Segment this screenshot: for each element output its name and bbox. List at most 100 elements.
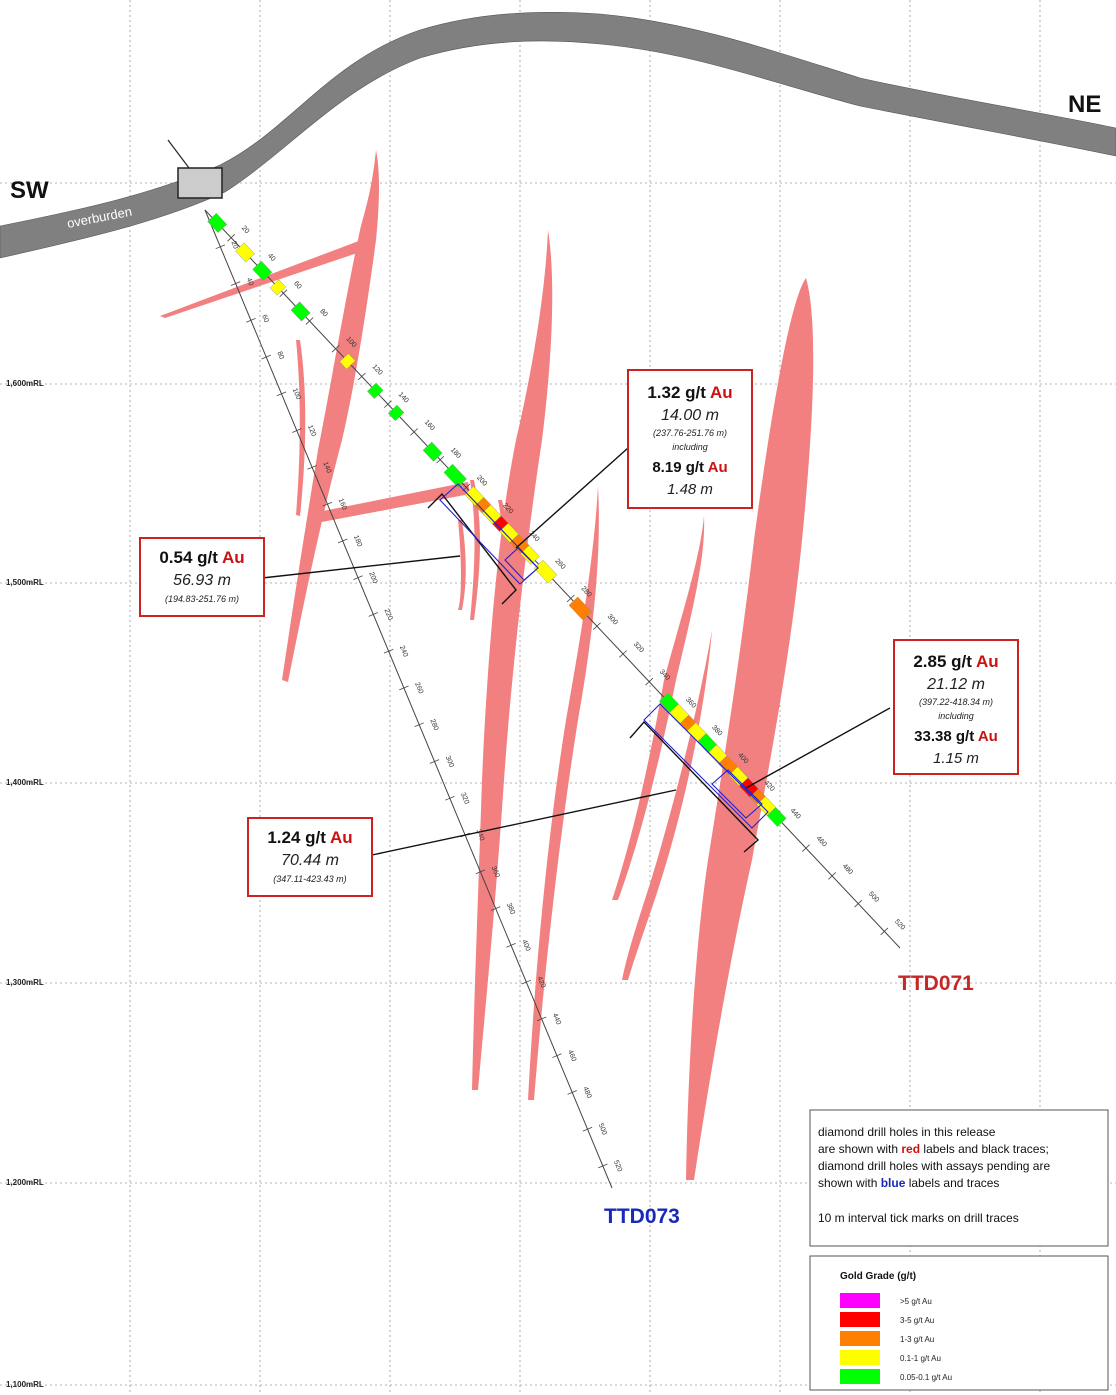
assay-interval	[387, 404, 405, 422]
svg-text:70.44 m: 70.44 m	[281, 852, 339, 869]
assay-interval	[367, 382, 384, 399]
trace-depth-label: 140	[397, 391, 410, 404]
trace-tick	[305, 317, 314, 325]
legend-swatch	[840, 1350, 880, 1365]
trace-tick	[880, 927, 889, 936]
trace-depth-label: 460	[815, 835, 828, 848]
trace-depth-label: 200	[475, 474, 488, 487]
trace-depth-label: 280	[428, 718, 439, 732]
svg-text:including: including	[938, 711, 974, 721]
trace-tick	[322, 501, 333, 507]
trace-depth-label: 180	[352, 534, 363, 548]
trace-tick	[490, 906, 501, 911]
svg-text:(194.83-251.76 m): (194.83-251.76 m)	[165, 594, 239, 604]
vein-center-thin-2	[498, 500, 510, 660]
trace-tick	[536, 1016, 547, 1022]
trace-depth-label: 260	[413, 681, 424, 695]
trace-tick	[854, 899, 863, 908]
trace-depth-label: 160	[337, 498, 348, 512]
vein-set	[160, 150, 814, 1180]
trace-depth-label: 20	[230, 240, 239, 250]
elevation-label-1300: 1,300mRL	[6, 978, 44, 987]
legend-swatch	[840, 1312, 880, 1327]
trace-depth-label: 140	[321, 461, 332, 475]
trace-depth-label: 160	[423, 419, 436, 432]
trace-depth-label: 440	[551, 1012, 562, 1026]
assay-interval	[235, 242, 255, 263]
assay-interval	[252, 260, 273, 281]
trace-tick	[828, 872, 836, 880]
callout-2-85-gt: 2.85 g/t Au 21.12 m (397.22-418.34 m) in…	[893, 639, 1019, 775]
elevation-label-1500: 1,500mRL	[6, 578, 44, 587]
callout-0-54-gt: 0.54 g/t Au 56.93 m (194.83-251.76 m)	[139, 537, 265, 617]
trace-depth-label: 380	[710, 724, 723, 737]
trace-depth-label: 100	[291, 387, 302, 401]
trace-depth-label: 180	[449, 447, 462, 460]
trace-depth-label: 380	[505, 902, 516, 916]
intercept-boxes	[439, 483, 769, 829]
drill-collar	[177, 167, 223, 199]
trace-tick	[261, 354, 271, 360]
trace-tick	[399, 685, 409, 691]
trace-tick	[215, 244, 226, 250]
trace-depth-label: 60	[292, 280, 303, 291]
elevation-label-1600: 1,600mRL	[6, 379, 44, 388]
legend-label: 3-5 g/t Au	[900, 1316, 934, 1325]
trace-depth-label: 40	[245, 277, 254, 287]
direction-sw-label: SW	[10, 177, 49, 204]
elevation-label-1200: 1,200mRL	[6, 1178, 44, 1187]
trace-depth-label: 260	[553, 558, 566, 571]
assay-interval	[290, 301, 311, 322]
vein-upper-left-2	[296, 340, 306, 516]
vein-flat-mid	[318, 482, 470, 522]
trace-tick	[567, 1090, 577, 1095]
legend-swatch	[840, 1369, 880, 1384]
trace-tick	[353, 575, 363, 580]
trace-depth-label: 80	[318, 308, 329, 319]
assay-interval	[520, 545, 540, 565]
trace-tick	[292, 428, 302, 433]
trace-depth-label: 240	[398, 645, 409, 659]
trace-depth-label: 440	[789, 807, 802, 820]
assay-interval	[207, 212, 228, 233]
drill-trace-ttd071: 20 40 60 80 100 120 140 160 180 200 220 240 260 280 30…	[204, 209, 906, 949]
trace-tick	[230, 281, 241, 286]
svg-text:0.54 g/t Au: 0.54 g/t Au	[159, 548, 244, 567]
trace-tick	[368, 612, 379, 617]
trace-tick	[331, 345, 340, 353]
trace-tick	[436, 455, 445, 464]
note-box: diamond drill holes in this release are …	[809, 1109, 1109, 1247]
drill-trace-ttd073: 20 40 60 80 100 120 140 160 180 200 220 240 260 280 30…	[204, 209, 623, 1189]
trace-tick	[506, 943, 516, 948]
trace-depth-label: 340	[474, 829, 485, 843]
trace-depth-label: 20	[240, 225, 251, 236]
vein-mid-right	[528, 486, 599, 1100]
trace-depth-label: 460	[566, 1049, 577, 1063]
vein-large-right	[686, 278, 814, 1180]
trace-tick	[383, 648, 394, 654]
callout-1-32-gt: 1.32 g/t Au 14.00 m (237.76-251.76 m) in…	[627, 369, 753, 509]
svg-text:diamond drill holes with assay: diamond drill holes with assays pending …	[818, 1159, 1050, 1173]
trace-tick	[246, 318, 256, 323]
legend-label: 0.05-0.1 g/t Au	[900, 1373, 952, 1382]
trace-tick	[383, 400, 392, 408]
assay-interval	[568, 596, 592, 621]
svg-text:2.85 g/t Au: 2.85 g/t Au	[913, 652, 998, 671]
assay-interval	[339, 353, 356, 370]
intercept-brackets	[427, 492, 760, 853]
trace-tick	[445, 795, 455, 801]
gold-grade-legend: Gold Grade (g/t) >5 g/t Au 3-5 g/t Au 1-3 …	[809, 1255, 1109, 1391]
assay-interval	[269, 279, 287, 296]
trace-tick	[279, 289, 288, 297]
trace-depth-label: 220	[383, 608, 394, 622]
svg-text:1.24 g/t Au: 1.24 g/t Au	[267, 828, 352, 847]
assay-interval	[443, 463, 467, 488]
trace-tick	[429, 759, 440, 764]
trace-depth-label: 300	[606, 613, 619, 626]
svg-text:(237.76-251.76 m): (237.76-251.76 m)	[653, 428, 727, 438]
trace-depth-label: 360	[490, 865, 501, 879]
trace-tick	[802, 844, 810, 852]
svg-text:including: including	[672, 442, 708, 452]
assay-interval	[422, 441, 443, 462]
